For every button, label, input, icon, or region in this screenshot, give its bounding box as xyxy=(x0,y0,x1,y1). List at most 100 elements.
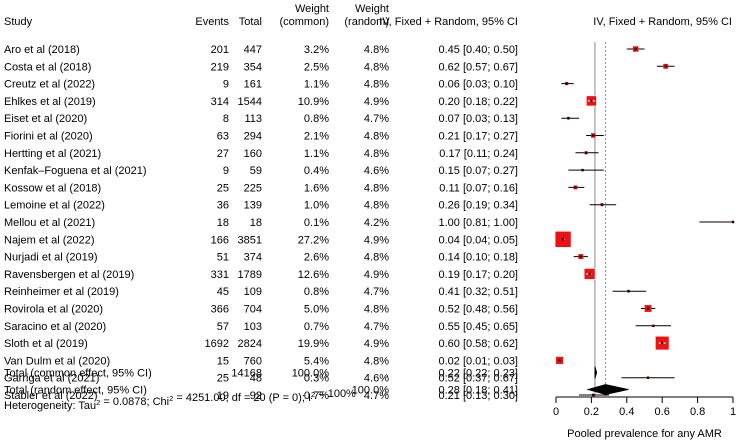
pooled-ci: 0.28 [0.18; 0.41] xyxy=(438,385,518,397)
study-events: 63 xyxy=(217,131,229,143)
x-tick-label: 0.6 xyxy=(655,406,670,418)
study-total: 374 xyxy=(244,252,262,264)
study-total: 139 xyxy=(244,200,262,212)
x-axis-label: Pooled prevalence for any AMR xyxy=(567,428,722,440)
study-events: 57 xyxy=(217,321,229,333)
study-total: 2824 xyxy=(238,338,262,350)
study-weight-common: 0.3% xyxy=(304,373,329,385)
study-total: 760 xyxy=(244,355,262,367)
pooled-ci: 0.22 [0.22; 0.23] xyxy=(438,368,518,380)
study-ci: 0.55 [0.45; 0.65] xyxy=(438,321,518,333)
study-total: 161 xyxy=(244,79,262,91)
point-estimate xyxy=(581,168,584,172)
pooled-weight-common: 100.0% xyxy=(292,368,330,380)
study-ci: 0.14 [0.10; 0.18] xyxy=(438,252,518,264)
study-ci: 0.15 [0.07; 0.27] xyxy=(438,165,518,177)
study-total: 160 xyxy=(244,148,262,160)
table-row: Costa et al (2018) 219 354 2.5% 4.8% 0.62 [0.… xyxy=(4,61,518,73)
study-weight-random: 4.7% xyxy=(364,390,389,402)
header-weight-random-1: Weight xyxy=(355,3,389,15)
study-events: 8 xyxy=(223,113,229,125)
study-name: Reinheimer et al (2019) xyxy=(4,286,119,298)
pooled-name: Total (common effect, 95% CI) xyxy=(4,368,152,380)
study-events: 25 xyxy=(217,373,229,385)
study-weight-common: 2.5% xyxy=(304,61,329,73)
study-weight-common: 1.0% xyxy=(304,200,329,212)
study-events: 45 xyxy=(217,286,229,298)
x-tick-label: 0.8 xyxy=(690,406,705,418)
study-ci: 0.52 [0.48; 0.56] xyxy=(438,304,518,316)
study-ci: 0.19 [0.17; 0.20] xyxy=(438,269,518,281)
study-events: 9 xyxy=(223,165,229,177)
study-weight-random: 4.9% xyxy=(364,338,389,350)
study-ci: 0.21 [0.13; 0.30] xyxy=(438,390,518,402)
study-ci: 0.11 [0.07; 0.16] xyxy=(439,182,518,194)
study-events: 314 xyxy=(211,96,229,108)
study-name: Najem et al (2022) xyxy=(4,234,95,246)
heterogeneity-text: Heterogeneity: Tau2 = 0.0878; Chi2 = 425… xyxy=(4,388,356,412)
header-events: Events xyxy=(195,16,229,28)
x-tick-label: 0.4 xyxy=(619,406,634,418)
study-ci: 0.17 [0.11; 0.24] xyxy=(439,148,518,160)
study-events: 36 xyxy=(217,200,229,212)
study-weight-random: 4.2% xyxy=(364,217,389,229)
point-estimate xyxy=(646,376,650,379)
study-weight-common: 19.9% xyxy=(298,338,329,350)
point-estimate xyxy=(567,117,570,120)
study-weight-common: 0.1% xyxy=(304,217,329,229)
study-ci: 0.26 [0.19; 0.34] xyxy=(438,200,518,212)
study-events: 201 xyxy=(211,44,229,56)
table-row: Garriga et al (2021) 25 48 0.3% 4.6% 0.52 [0.… xyxy=(4,373,518,385)
table-row: Aro et al (2018) 201 447 3.2% 4.8% 0.45 [0.40… xyxy=(4,44,518,56)
study-events: 18 xyxy=(217,217,229,229)
study-name: Saracino et al (2020) xyxy=(4,321,106,333)
pooled-name: Total (random effect, 95% CI) xyxy=(4,385,147,397)
study-total: 1544 xyxy=(238,96,262,108)
study-name: Van Dulm et al (2020) xyxy=(4,355,110,367)
study-weight-random: 4.9% xyxy=(364,96,389,108)
study-events: 9 xyxy=(223,79,229,91)
header-plot: IV, Fixed + Random, 95% CI xyxy=(593,16,732,28)
x-axis: 0 0.2 0.4 0.6 0.8 1 Pooled prevalence for any … xyxy=(553,396,736,440)
study-name: Ehlkes et al (2019) xyxy=(4,96,96,108)
study-weight-common: 5.4% xyxy=(304,355,329,367)
study-total: 225 xyxy=(244,182,262,194)
study-events: 19 xyxy=(217,390,229,402)
study-events: 51 xyxy=(217,252,229,264)
study-events: 1692 xyxy=(205,338,229,350)
study-weight-random: 4.6% xyxy=(364,165,389,177)
study-weight-common: 0.7% xyxy=(304,390,329,402)
study-weight-common: 12.6% xyxy=(298,269,329,281)
study-weight-common: 5.0% xyxy=(304,304,329,316)
study-name: Lemoine et al (2022) xyxy=(4,200,105,212)
table-row: Mellou et al (2021) 18 18 0.1% 4.2% 1.00 [0.8… xyxy=(4,217,518,229)
study-weight-random: 4.7% xyxy=(364,321,389,333)
study-name: Aro et al (2018) xyxy=(4,44,80,56)
study-weight-common: 0.7% xyxy=(304,321,329,333)
header-weight-random-2: (random) xyxy=(344,16,389,28)
study-ci: 0.62 [0.57; 0.67] xyxy=(438,61,518,73)
study-name: Costa et al (2018) xyxy=(4,61,91,73)
study-total: 59 xyxy=(250,165,262,177)
study-name: Hertting et al (2021) xyxy=(4,148,101,160)
header-weight-common-1: Weight xyxy=(295,3,329,15)
study-weight-common: 0.4% xyxy=(304,165,329,177)
table-row: Rovirola et al (2020) 366 704 5.0% 4.8% 0.52 … xyxy=(4,304,518,316)
header-total: Total xyxy=(239,16,262,28)
point-estimate xyxy=(600,203,604,206)
pooled-total: 14168 xyxy=(231,368,262,380)
point-estimate xyxy=(590,99,593,103)
study-ci: 0.41 [0.32; 0.51] xyxy=(438,286,518,298)
table-row: Eiset et al (2020) 8 113 0.8% 4.7% 0.07 [0.03… xyxy=(4,113,518,125)
point-estimate xyxy=(664,65,667,68)
study-weight-random: 4.6% xyxy=(364,373,389,385)
point-estimate xyxy=(558,359,561,362)
table-row: Ehlkes et al (2019) 314 1544 10.9% 4.9% 0.20 … xyxy=(4,96,518,108)
pooled-weight-random: . xyxy=(386,368,389,380)
table-row: Najem et al (2022) 166 3851 27.2% 4.9% 0.04 [… xyxy=(4,234,518,246)
study-name: Kossow et al (2018) xyxy=(4,182,101,194)
study-ci: 0.20 [0.18; 0.22] xyxy=(438,96,518,108)
study-weight-random: 4.8% xyxy=(364,44,389,56)
study-weight-random: 4.9% xyxy=(364,234,389,246)
random-effect-diamond xyxy=(586,384,629,395)
